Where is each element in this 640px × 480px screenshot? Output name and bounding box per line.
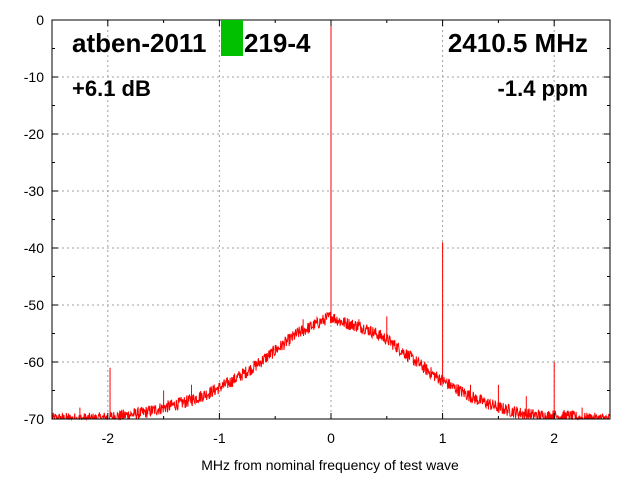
y-tick-label: -60 [24, 354, 44, 370]
y-tick-label: -10 [24, 69, 44, 85]
x-tick-label: -2 [102, 430, 115, 446]
spike-group [79, 20, 583, 419]
y-tick-label: -30 [24, 183, 44, 199]
grid-lines [52, 20, 610, 419]
x-tick-label: 2 [550, 430, 558, 446]
green-marker [221, 20, 243, 56]
x-tick-label: 1 [439, 430, 447, 446]
y-tick-label: -20 [24, 126, 44, 142]
frequency-label: 2410.5 MHz [448, 28, 588, 58]
y-tick-label: 0 [36, 12, 44, 28]
x-tick-label: 0 [327, 430, 335, 446]
gain-label: +6.1 dB [72, 76, 151, 101]
device-label: atben-2011 [72, 28, 206, 58]
device-suffix-label: 219-4 [244, 28, 311, 58]
spectrum-trace-group [51, 311, 611, 421]
spectrum-trace [51, 311, 611, 421]
x-tick-label: -1 [213, 430, 226, 446]
y-tick-label: -40 [24, 240, 44, 256]
ppm-label: -1.4 ppm [498, 76, 588, 101]
y-tick-label: -50 [24, 297, 44, 313]
x-axis-label: MHz from nominal frequency of test wave [201, 457, 459, 473]
y-tick-label: -70 [24, 411, 44, 427]
axis-ticks: 0-10-20-30-40-50-60-70-2 -1 0 1 2 [24, 12, 611, 446]
